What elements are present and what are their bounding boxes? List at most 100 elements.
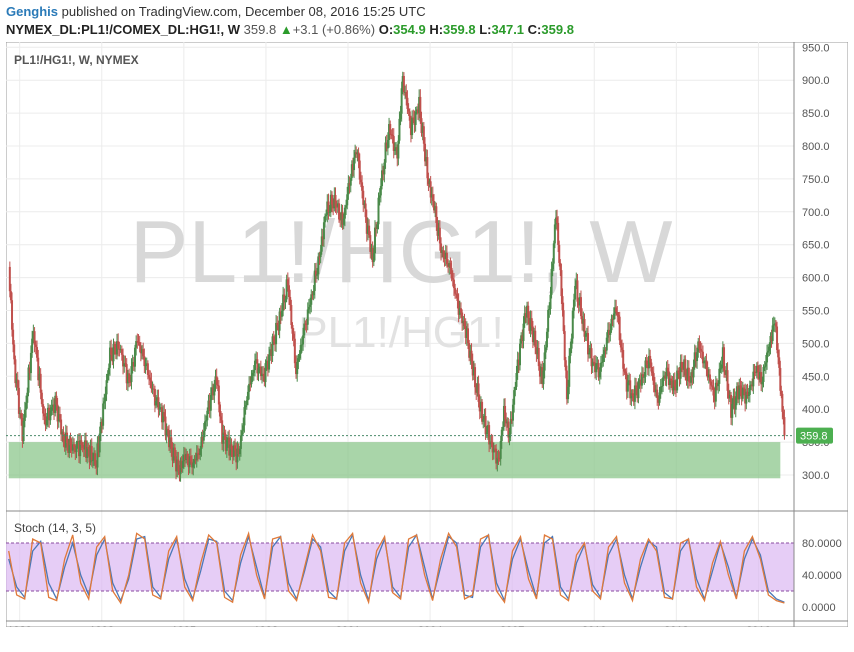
candle-body: [167, 430, 170, 448]
candle-body: [228, 437, 231, 456]
candle-body: [474, 367, 477, 388]
y-tick-label: 450.0: [802, 371, 830, 383]
candle-body: [604, 349, 607, 351]
candle-body: [649, 355, 652, 363]
candle-body: [504, 405, 507, 420]
candle-body: [162, 412, 165, 423]
candle-body: [123, 363, 126, 367]
candle-body: [438, 227, 441, 244]
candle-body: [551, 263, 554, 269]
candle-body: [400, 88, 403, 114]
candle-body: [773, 323, 776, 325]
candle-body: [703, 360, 706, 364]
candle-body: [645, 360, 648, 365]
candle-body: [355, 152, 358, 155]
candle-body: [478, 401, 481, 412]
candle-body: [679, 362, 682, 379]
candle-body: [306, 309, 309, 325]
candle-body: [540, 367, 543, 377]
last-price: 359.8: [243, 22, 277, 37]
candle-body: [322, 222, 325, 240]
candle-body: [265, 360, 268, 364]
candle-body: [206, 410, 209, 421]
x-tick-label: 1992: [90, 625, 114, 627]
candle-body: [633, 385, 636, 402]
candle-body: [428, 181, 431, 184]
candle-body: [343, 207, 346, 219]
candle-body: [180, 460, 183, 468]
candle-body: [527, 305, 530, 318]
candle-body: [444, 252, 447, 259]
candle-body: [663, 375, 666, 378]
candle-body: [739, 385, 742, 389]
candle-body: [426, 157, 429, 179]
candle-body: [548, 308, 551, 310]
candle-body: [64, 432, 67, 448]
candle-body: [169, 437, 172, 448]
candle-body: [70, 445, 73, 451]
candle-body: [481, 401, 484, 422]
candle-body: [353, 157, 356, 171]
price-marker-label: 359.8: [800, 431, 828, 443]
candle-body: [632, 395, 635, 402]
candle-body: [132, 362, 135, 367]
candle-body: [310, 294, 313, 305]
candle-body: [691, 372, 694, 378]
candle-body: [685, 375, 688, 381]
candle-body: [199, 448, 202, 455]
author-link[interactable]: Genghis: [6, 4, 59, 19]
candle-body: [674, 386, 677, 391]
candle-body: [246, 391, 249, 401]
candle-body: [468, 343, 471, 358]
candle-body: [401, 76, 404, 89]
candle-body: [189, 456, 192, 462]
chart-frame[interactable]: PL1!/HG1!, W PL1!/HG1! 300.0350.0400.045…: [5, 41, 849, 637]
open-label: O:: [378, 22, 394, 37]
candle-body: [677, 370, 680, 373]
candle-body: [726, 370, 729, 391]
candle-body: [638, 379, 641, 382]
candle-body: [434, 206, 437, 211]
candle-body: [644, 360, 647, 377]
y-tick-label: 400.0: [802, 404, 830, 416]
candle-body: [571, 310, 574, 339]
candle-body: [15, 379, 18, 384]
candle-body: [712, 386, 715, 396]
candle-body: [379, 186, 382, 196]
candle-body: [631, 393, 634, 396]
candle-body: [435, 206, 438, 224]
candle-body: [67, 443, 70, 453]
candle-body: [207, 400, 210, 411]
candle-body: [210, 387, 213, 396]
candle-body: [208, 400, 211, 411]
candle-body: [81, 445, 84, 448]
candle-body: [563, 331, 566, 361]
candle-body: [71, 444, 74, 451]
x-tick-label: 2010: [582, 625, 606, 627]
chart-svg[interactable]: PL1!/HG1!, W PL1!/HG1! 300.0350.0400.045…: [5, 41, 849, 637]
candle-body: [102, 403, 105, 426]
candle-body: [171, 448, 174, 461]
y-tick-label: 500.0: [802, 338, 830, 350]
candle-body: [248, 383, 251, 392]
candle-body: [670, 378, 673, 381]
candle-body: [303, 323, 306, 336]
candle-body: [356, 152, 359, 155]
candle-body: [448, 263, 451, 267]
candle-body: [596, 363, 599, 365]
candle-body: [690, 372, 693, 383]
candle-body: [465, 328, 468, 338]
candle-body: [26, 392, 29, 403]
stoch-band: [6, 543, 794, 591]
candle-body: [406, 97, 409, 109]
candle-body: [172, 447, 175, 461]
candle-body: [705, 360, 708, 370]
candle-body: [342, 218, 345, 225]
candle-body: [364, 203, 367, 218]
candle-body: [582, 318, 585, 324]
candle-body: [440, 243, 443, 253]
candle-body: [314, 270, 317, 276]
y-tick-label: 850.0: [802, 108, 830, 120]
candle-body: [524, 313, 527, 318]
candle-body: [574, 285, 577, 300]
